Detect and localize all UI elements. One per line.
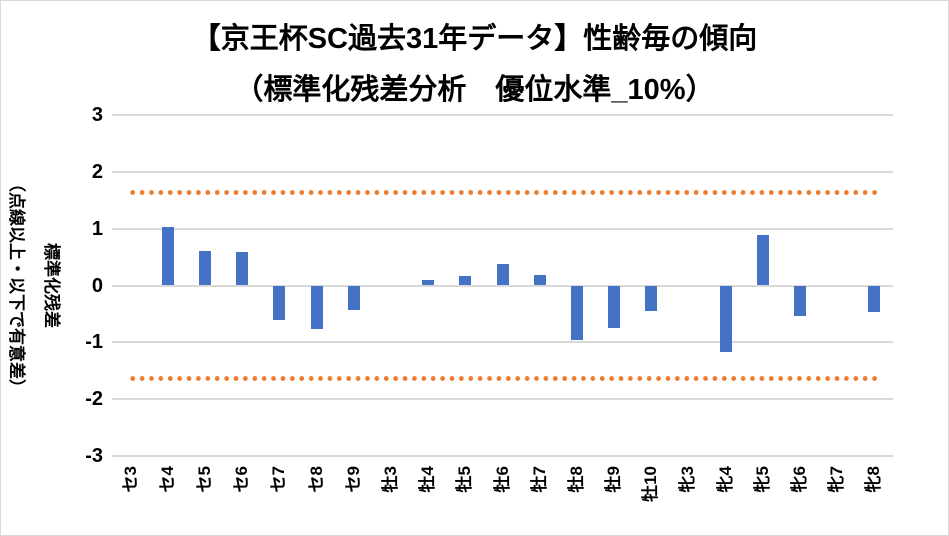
x-label-牝3: 牝3 <box>678 466 698 493</box>
x-label-セ8: セ8 <box>306 466 326 493</box>
y-tick-label-2: 2 <box>91 160 103 183</box>
y-tick-label-3: 3 <box>91 104 103 126</box>
plot-area <box>112 114 893 457</box>
gridline-y-2 <box>112 398 893 401</box>
bar-セ9 <box>347 285 360 310</box>
x-label-牡4: 牡4 <box>418 466 438 493</box>
chart-title-line2: （標準化残差分析 優位水準_10%） <box>234 74 715 106</box>
bar-牡5 <box>459 275 472 286</box>
bar-牡6 <box>496 263 509 286</box>
x-label-牡7: 牡7 <box>529 466 549 493</box>
bar-牝8 <box>868 285 881 312</box>
x-label-セ6: セ6 <box>232 466 252 493</box>
y-tick-label--1: -1 <box>85 331 103 354</box>
bar-牝5 <box>756 235 769 286</box>
gridline-y0 <box>112 284 893 287</box>
x-label-牡10: 牡10 <box>641 466 661 502</box>
gridline-y2 <box>112 170 893 173</box>
x-label-牝8: 牝8 <box>864 466 884 493</box>
x-label-セ3: セ3 <box>120 466 140 493</box>
x-label-牝5: 牝5 <box>752 466 772 493</box>
lower-significance-line <box>127 376 878 382</box>
x-label-牡5: 牡5 <box>455 466 475 493</box>
x-label-セ4: セ4 <box>157 466 177 493</box>
bar-セ8 <box>310 285 323 329</box>
x-label-セ5: セ5 <box>194 466 214 493</box>
bar-牡10 <box>645 285 658 312</box>
bar-セ5 <box>198 251 211 286</box>
bar-牡8 <box>570 285 583 341</box>
y-tick-label-0: 0 <box>91 274 103 297</box>
bar-牝4 <box>719 285 732 352</box>
y-tick-label--3: -3 <box>85 445 103 467</box>
y-axis-title-line2: （点線以上・以下で有意差） <box>7 175 26 396</box>
x-label-セ7: セ7 <box>269 466 289 493</box>
gridline-y-1 <box>112 341 893 344</box>
bar-セ4 <box>161 226 174 286</box>
x-label-牡8: 牡8 <box>566 466 586 493</box>
y-tick-label-1: 1 <box>91 217 103 240</box>
y-tick-label--2: -2 <box>85 388 103 411</box>
x-label-牡3: 牡3 <box>380 466 400 493</box>
gridline-y1 <box>112 227 893 230</box>
bar-牡9 <box>608 285 621 329</box>
x-label-セ9: セ9 <box>343 466 363 493</box>
upper-significance-line <box>127 189 878 195</box>
chart-title: 【京王杯SC過去31年データ】性齢毎の傾向 （標準化残差分析 優位水準_10%） <box>1 14 948 116</box>
chart-title-line1: 【京王杯SC過去31年データ】性齢毎の傾向 <box>191 23 758 55</box>
x-label-牡9: 牡9 <box>604 466 624 493</box>
x-label-牝4: 牝4 <box>715 466 735 493</box>
bar-牡4 <box>422 279 435 286</box>
x-label-牝7: 牝7 <box>827 466 847 493</box>
y-axis-title: 標準化残差 （点線以上・以下で有意差） <box>1 115 69 456</box>
gridline-y-3 <box>112 455 893 457</box>
x-label-牝6: 牝6 <box>790 466 810 493</box>
bar-牡7 <box>533 275 546 286</box>
bar-牝6 <box>794 285 807 316</box>
bar-セ6 <box>236 251 249 286</box>
y-axis-title-line1: 標準化残差 <box>42 243 61 328</box>
x-label-牡6: 牡6 <box>492 466 512 493</box>
gridline-y3 <box>112 114 893 116</box>
bar-セ7 <box>273 285 286 321</box>
